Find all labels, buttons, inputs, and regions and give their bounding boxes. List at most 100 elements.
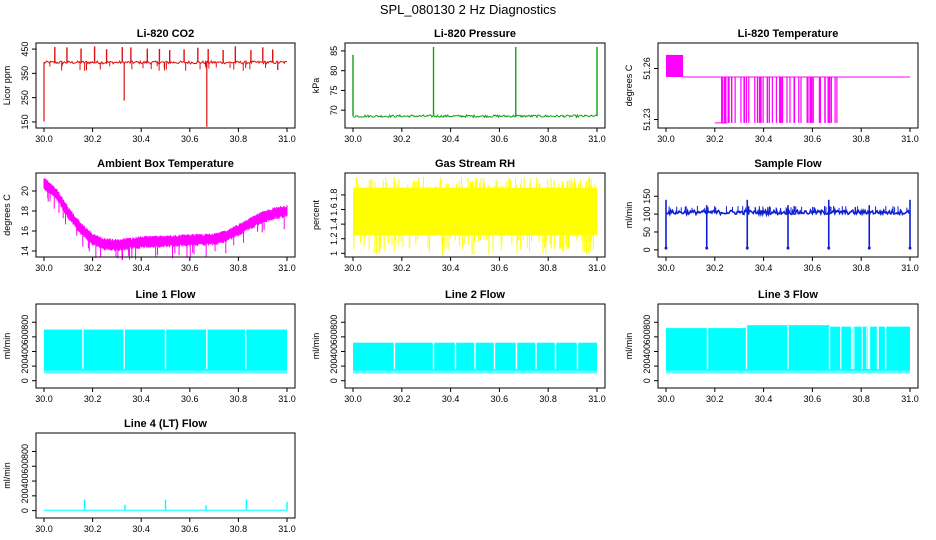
y-tick-label: 51.26 — [642, 57, 652, 80]
chart-rh: Gas Stream RH percent 30.0 30.2 30.4 30.6 30.8… — [311, 158, 606, 273]
series-line — [352, 113, 598, 119]
chart-line4: Line 4 (LT) Flow ml/min 30.0 30.2 30.4 30.6 30… — [2, 418, 296, 534]
x-tick-label: 30.2 — [84, 524, 102, 534]
band-gap — [828, 326, 831, 370]
y-tick-label: 70 — [329, 105, 339, 115]
x-tick-label: 30.8 — [230, 263, 248, 273]
data-layer — [353, 342, 597, 374]
x-tick-label: 30.6 — [181, 394, 199, 404]
x-tick-label: 30.4 — [442, 134, 460, 144]
chart-title: Line 1 Flow — [136, 289, 196, 301]
y-tick-label: 800 — [20, 315, 30, 330]
band-gap — [164, 329, 167, 370]
data-layer — [44, 329, 287, 374]
y-tick-label: 200 — [20, 488, 30, 503]
plot-frame — [657, 42, 919, 129]
data-point — [705, 246, 709, 250]
band-gap — [515, 342, 518, 370]
data-layer — [666, 54, 910, 124]
band-gap — [554, 342, 557, 370]
chart-line1: Line 1 Flow ml/min 30.0 30.2 30.4 30.6 30.8 31.… — [2, 289, 296, 404]
y-tick-label: 51.23 — [642, 108, 652, 131]
x-tick-label: 30.4 — [132, 263, 150, 273]
data-point — [745, 246, 749, 250]
chart-title: Line 4 (LT) Flow — [124, 418, 207, 430]
x-tick-label: 30.2 — [706, 394, 724, 404]
x-tick-label: 30.8 — [539, 394, 557, 404]
x-tick-label: 30.8 — [539, 134, 557, 144]
data-point — [786, 246, 790, 250]
data-point — [867, 246, 871, 250]
band-gap — [884, 326, 887, 370]
chart-line3: Line 3 Flow ml/min 30.0 30.2 30.4 30.6 30.8 31.… — [624, 289, 919, 404]
y-tick-label: 1.6 — [329, 203, 339, 216]
band-gap — [851, 326, 853, 370]
chart-title: Line 2 Flow — [445, 289, 505, 301]
x-tick-label: 30.0 — [657, 263, 675, 273]
plot-frame — [657, 303, 919, 389]
x-tick-label: 30.2 — [84, 263, 102, 273]
y-tick-label: 1 — [329, 251, 339, 256]
plot-frame — [657, 172, 919, 258]
y-tick-label: 400 — [642, 344, 652, 359]
y-tick-label: 150 — [642, 189, 652, 204]
chart-pressure: Li-820 Pressure kPa 30.0 30.2 30.4 30.6 30.8 31… — [311, 28, 606, 144]
x-tick-label: 31.0 — [278, 524, 296, 534]
y-tick-label: 0 — [642, 247, 652, 252]
band-gap — [432, 342, 435, 370]
x-tick-label: 30.6 — [804, 263, 822, 273]
band-base — [666, 370, 910, 374]
plot-frame — [35, 42, 296, 129]
plot-frame — [344, 42, 606, 129]
band-gap — [206, 329, 208, 370]
y-tick-label: 0 — [20, 508, 30, 513]
x-tick-label: 30.0 — [344, 394, 362, 404]
band-gap — [82, 329, 84, 370]
chart-ambient_temp: Ambient Box Temperature degrees C 30.0 30.2… — [2, 158, 296, 273]
x-tick-label: 30.2 — [393, 263, 411, 273]
x-tick-label: 30.8 — [852, 263, 870, 273]
data-layer — [43, 178, 288, 261]
y-tick-label: 200 — [642, 359, 652, 374]
y-tick-label: 20 — [20, 186, 30, 196]
x-tick-label: 30.6 — [491, 134, 509, 144]
x-tick-label: 30.8 — [852, 134, 870, 144]
y-tick-label: 350 — [20, 66, 30, 81]
data-layer — [664, 199, 912, 250]
band-gap — [867, 326, 870, 370]
x-tick-label: 30.0 — [35, 263, 53, 273]
x-tick-label: 31.0 — [901, 394, 919, 404]
data-point — [827, 246, 831, 250]
y-tick-label: 400 — [20, 344, 30, 359]
y-tick-label: 800 — [642, 315, 652, 330]
plot-frame — [35, 432, 296, 519]
y-tick-label: 1.8 — [329, 189, 339, 202]
x-tick-label: 31.0 — [278, 394, 296, 404]
y-axis-label: ml/min — [624, 333, 634, 360]
plot-frame — [35, 172, 296, 258]
x-tick-label: 31.0 — [901, 263, 919, 273]
y-tick-label: 250 — [20, 90, 30, 105]
data-point — [664, 246, 668, 250]
y-axis-label: ml/min — [2, 333, 12, 360]
y-axis-label: degrees C — [2, 194, 12, 236]
chart-co2: Li-820 CO2 Licor ppm 30.0 30.2 30.4 30.6 30.8 3… — [2, 28, 296, 144]
x-tick-label: 30.8 — [230, 524, 248, 534]
band-gap — [861, 326, 863, 370]
x-tick-label: 30.6 — [804, 134, 822, 144]
x-tick-label: 30.0 — [344, 134, 362, 144]
chart-title: Gas Stream RH — [435, 158, 515, 170]
x-tick-label: 30.2 — [706, 134, 724, 144]
y-axis-label: kPa — [311, 78, 321, 94]
band-gap — [787, 325, 789, 370]
chart-title: Li-820 Pressure — [434, 28, 516, 40]
y-tick-label: 0 — [329, 378, 339, 383]
x-tick-label: 30.2 — [393, 134, 411, 144]
y-tick-label: 450 — [20, 42, 30, 57]
x-tick-label: 30.6 — [181, 524, 199, 534]
x-tick-label: 31.0 — [588, 263, 606, 273]
y-tick-label: 800 — [20, 444, 30, 459]
y-tick-label: 400 — [20, 474, 30, 489]
x-tick-label: 30.8 — [852, 394, 870, 404]
